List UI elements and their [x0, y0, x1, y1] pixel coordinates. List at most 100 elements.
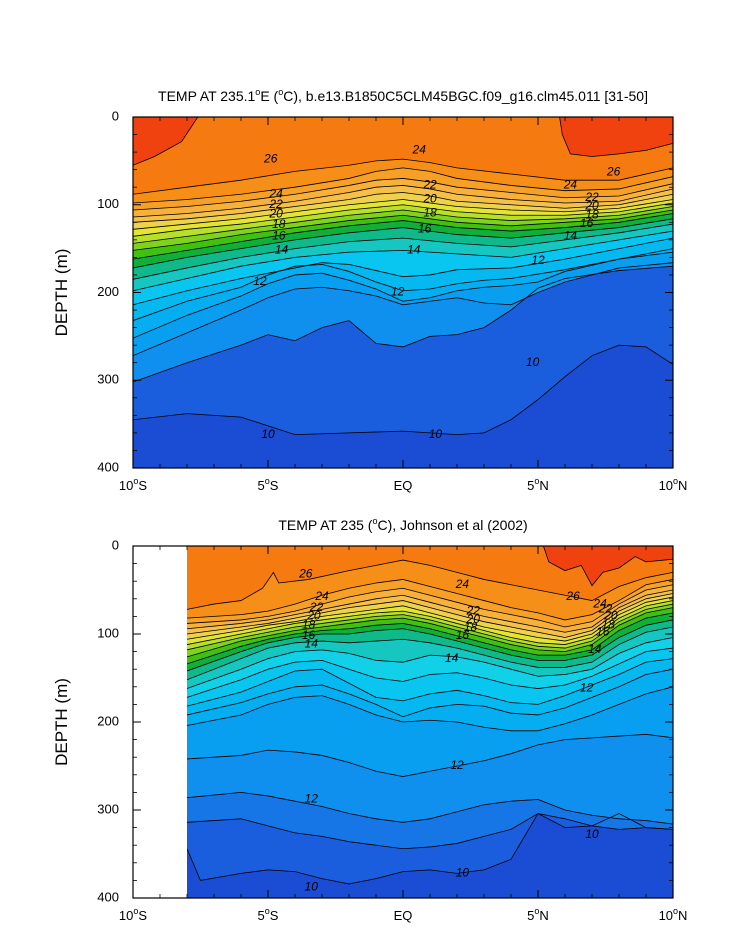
- contour-line: [543, 546, 673, 587]
- contour-line: [133, 158, 673, 195]
- contour-line: [133, 265, 673, 383]
- x-tick-label: 10oN: [659, 906, 688, 923]
- contour-line: [187, 658, 673, 707]
- x-tick-label: 5oS: [258, 476, 279, 493]
- contour-label: 24: [455, 577, 470, 591]
- contour-label: 18: [464, 620, 478, 634]
- contour-fills: [187, 546, 673, 898]
- contour-line: [187, 668, 673, 718]
- contour-label: 18: [272, 217, 286, 231]
- contour-label: 10: [305, 880, 319, 894]
- degree-mark: o: [265, 906, 270, 916]
- contour-label: 14: [588, 642, 602, 656]
- contour-label: 20: [466, 612, 481, 626]
- contour-label: 22: [584, 190, 599, 204]
- contour-line: [133, 167, 673, 204]
- x-tick-label: 10oS: [119, 476, 147, 493]
- contour-line: [133, 202, 673, 237]
- contour-label: 22: [598, 602, 613, 616]
- x-tick-label: EQ: [394, 908, 413, 923]
- y-tick-label: 400: [97, 889, 119, 904]
- contour-label: 10: [585, 827, 599, 841]
- contour-label: 18: [302, 617, 316, 631]
- contour-label: 18: [423, 206, 437, 220]
- contour-label: 18: [602, 617, 616, 631]
- contour-line: [187, 600, 673, 645]
- contour-line: [187, 607, 673, 658]
- contour-line: [133, 262, 673, 357]
- contour-line: [133, 213, 673, 260]
- contour-line: [133, 223, 673, 280]
- contour-line: [133, 185, 673, 218]
- panel-2: 2624222018161424222018161412121210101026…: [52, 516, 687, 923]
- degree-mark: o: [133, 906, 138, 916]
- contour-line: [133, 192, 673, 223]
- contour-line: [187, 647, 673, 698]
- contour-line: [187, 593, 673, 638]
- contour-label: 18: [585, 207, 599, 221]
- contour-line: [187, 791, 673, 825]
- contour-line: [133, 209, 673, 251]
- degree-mark: o: [534, 906, 539, 916]
- contour-label: 12: [253, 274, 267, 288]
- contour-band: [133, 117, 673, 195]
- contour-line: [133, 248, 673, 321]
- contour-label: 22: [268, 197, 283, 211]
- contour-label: 14: [275, 243, 289, 257]
- contour-label: 20: [268, 207, 283, 221]
- contour-line: [187, 589, 673, 633]
- contour-label: 24: [314, 589, 329, 603]
- contour-label: 12: [305, 792, 319, 806]
- contour-line: [133, 344, 673, 436]
- degree-mark: o: [673, 906, 678, 916]
- contour-label: 10: [429, 427, 443, 441]
- contour-label: 12: [580, 681, 594, 695]
- y-axis-label: DEPTH (m): [52, 249, 71, 337]
- degree-mark: o: [133, 476, 138, 486]
- contour-band: [133, 117, 198, 166]
- degree-mark: o: [265, 476, 270, 486]
- contour-line: [133, 199, 673, 230]
- contour-line: [187, 559, 673, 610]
- contour-label: 26: [298, 566, 313, 580]
- contour-label: 16: [302, 628, 316, 642]
- contour-line: [133, 117, 199, 166]
- degree-mark: o: [534, 476, 539, 486]
- contour-label: 22: [309, 600, 324, 614]
- contour-label: 10: [526, 355, 540, 369]
- contour-label: 10: [456, 866, 470, 880]
- contour-line: [187, 596, 673, 642]
- y-tick-label: 100: [97, 625, 119, 640]
- contour-label: 16: [418, 221, 432, 235]
- panel-title: TEMP AT 235 (oC), Johnson et al (2002): [278, 516, 527, 533]
- contour-line: [133, 206, 673, 244]
- contour-band-warm-pool: [559, 117, 673, 157]
- contour-line: [187, 733, 673, 777]
- x-tick-label: 5oS: [258, 906, 279, 923]
- contour-label: 16: [596, 624, 610, 638]
- x-tick-label: EQ: [394, 478, 413, 493]
- contour-label: 12: [391, 285, 405, 299]
- contour-label: 10: [261, 427, 275, 441]
- contour-label: 20: [306, 609, 321, 623]
- contour-label: 16: [580, 216, 594, 230]
- contour-label: 14: [407, 243, 421, 257]
- contour-label: 24: [268, 186, 283, 200]
- contour-line: [133, 178, 673, 211]
- y-tick-label: 100: [97, 196, 119, 211]
- y-axis-label: DEPTH (m): [52, 678, 71, 766]
- contour-label: 26: [263, 151, 278, 165]
- contour-fills: [133, 117, 673, 468]
- contour-label: 26: [606, 164, 621, 178]
- contour-label: 14: [564, 229, 578, 243]
- contour-line: [187, 612, 673, 665]
- contour-label: 14: [445, 651, 459, 665]
- contour-line: [133, 237, 673, 306]
- y-tick-label: 300: [97, 372, 119, 387]
- contour-label: 24: [563, 178, 578, 192]
- contour-label: 22: [466, 603, 481, 617]
- degree-mark: o: [673, 476, 678, 486]
- y-tick-label: 200: [97, 713, 119, 728]
